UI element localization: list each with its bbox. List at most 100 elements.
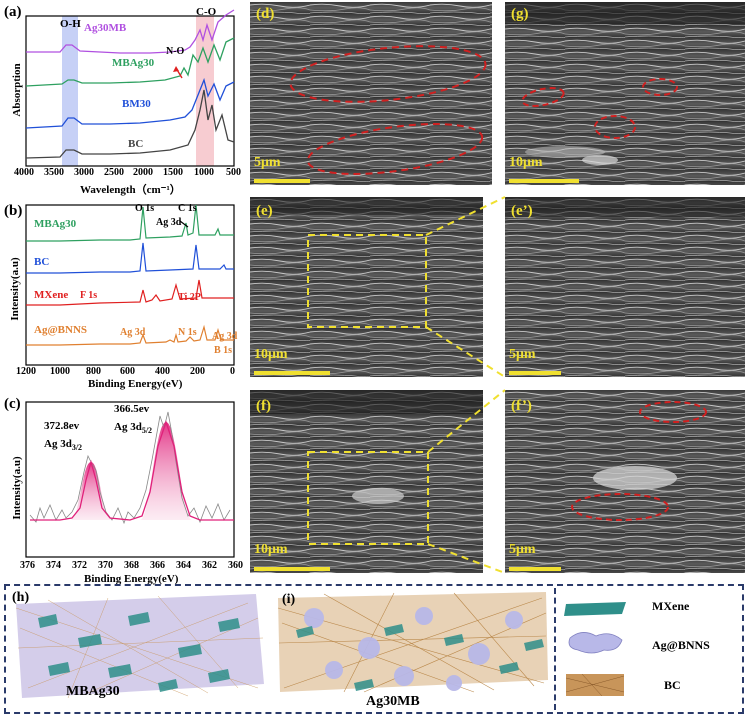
peak1-energy: 372.8ev bbox=[44, 420, 80, 432]
sem-f-prime-label: (f’) bbox=[511, 398, 532, 414]
sem-e-prime-scale-bar bbox=[509, 371, 561, 375]
tick-label: 362 bbox=[202, 560, 217, 571]
schematic-i-caption: Ag30MB bbox=[366, 694, 420, 709]
sem-panel-f-prime: (f’) 5μm bbox=[505, 390, 745, 573]
tick-label: 0 bbox=[230, 366, 235, 377]
xps-mxene-line bbox=[26, 279, 234, 306]
legend-label-bc: BC bbox=[664, 678, 681, 692]
oh-label: O-H bbox=[60, 18, 81, 30]
schematic-box bbox=[4, 584, 744, 714]
ftir-bm30-line bbox=[25, 77, 235, 129]
tick-label: 2000 bbox=[133, 167, 153, 178]
panel-b-xps-chart bbox=[25, 204, 235, 366]
sem-f-prime-scale-bar bbox=[509, 567, 561, 571]
panel-a-label: (a) bbox=[4, 4, 22, 20]
sem-g-scale-bar bbox=[509, 179, 579, 183]
sem-f-prime-highlight-2 bbox=[571, 493, 669, 521]
tick-label: 1000 bbox=[50, 366, 70, 377]
connector-e-top bbox=[425, 196, 506, 236]
xps-legend-agbnns: Ag@BNNS bbox=[34, 324, 88, 336]
schematic-divider bbox=[554, 588, 556, 710]
sem-f-zoom-box bbox=[307, 451, 429, 545]
tick-label: 500 bbox=[226, 167, 241, 178]
schematic-i-image bbox=[274, 588, 550, 710]
xps-peak-b1s: B 1s bbox=[214, 345, 233, 356]
tick-label: 374 bbox=[46, 560, 61, 571]
sem-f-scale-bar bbox=[254, 567, 330, 571]
panel-b-tick-labels: 1200 1000 800 600 400 200 0 bbox=[16, 366, 242, 380]
sem-e-scale-text: 10μm bbox=[254, 347, 288, 362]
peak2-name: Ag 3d5/2 bbox=[114, 421, 152, 435]
ftir-bc-line bbox=[25, 89, 235, 159]
peak2-energy: 366.5ev bbox=[114, 403, 150, 415]
tick-label: 800 bbox=[86, 366, 101, 377]
ftir-mbag30-line bbox=[25, 37, 235, 87]
sem-e-label: (e) bbox=[256, 203, 273, 219]
tick-label: 1500 bbox=[163, 167, 183, 178]
xps-peak-ti2p: Ti 2P bbox=[178, 292, 201, 303]
sem-e-prime-image bbox=[505, 197, 745, 377]
xps-peak-c1s: C 1s bbox=[178, 203, 197, 214]
sem-f-prime-highlight-1 bbox=[639, 401, 707, 423]
panel-c-xlabel: Binding Energy(eV) bbox=[84, 573, 179, 585]
panel-b-frame bbox=[25, 204, 235, 366]
peak1-name: Ag 3d3/2 bbox=[44, 438, 82, 452]
xps-peak-ag3d-2: Ag 3d bbox=[120, 327, 146, 338]
sem-g-highlight-3 bbox=[594, 115, 636, 139]
sem-panel-g: (g) 10μm bbox=[505, 2, 745, 185]
sem-d-scale-text: 5μm bbox=[254, 155, 281, 170]
sem-g-image bbox=[505, 2, 745, 185]
ag3d-fit-line bbox=[30, 419, 234, 521]
tick-label: 1200 bbox=[16, 366, 36, 377]
sem-f-image bbox=[250, 390, 483, 573]
panel-a-frame bbox=[25, 15, 235, 167]
sem-f-label: (f) bbox=[256, 398, 271, 414]
connector-f-bottom bbox=[427, 543, 506, 574]
sem-panel-d: (d) 5μm bbox=[250, 2, 492, 185]
tick-label: 200 bbox=[190, 366, 205, 377]
oh-band bbox=[62, 16, 78, 166]
legend-label-agbnns: Ag@BNNS bbox=[652, 638, 710, 652]
xps-bc-line bbox=[26, 242, 234, 274]
panel-a-ftir-chart bbox=[25, 9, 235, 167]
ftir-legend-bc: BC bbox=[128, 138, 144, 150]
xps-peak-n1s: N 1s bbox=[178, 327, 197, 338]
sem-d-highlight-1 bbox=[289, 45, 487, 103]
tick-label: 372 bbox=[72, 560, 87, 571]
tick-label: 368 bbox=[124, 560, 139, 571]
sem-panel-e-prime: (e’) 5μm bbox=[505, 197, 745, 377]
panel-c-tick-labels: 376 374 372 370 368 366 364 362 360 bbox=[20, 560, 243, 574]
sem-d-label: (d) bbox=[256, 6, 275, 22]
tick-label: 1000 bbox=[194, 167, 214, 178]
sem-g-scale-text: 10μm bbox=[509, 155, 543, 170]
sem-f-prime-image bbox=[505, 390, 745, 573]
peak2-sub: 5/2 bbox=[141, 426, 153, 436]
tick-label: 370 bbox=[98, 560, 113, 571]
xps-peak-f1s: F 1s bbox=[80, 290, 98, 301]
xps-peak-ag3d: Ag 3d bbox=[156, 217, 182, 228]
panel-b-xlabel: Binding Energy(eV) bbox=[88, 378, 183, 390]
sem-g-label: (g) bbox=[511, 6, 529, 22]
sem-g-highlight-1 bbox=[521, 87, 565, 107]
schematic-h-caption: MBAg30 bbox=[66, 684, 120, 699]
sem-d-highlight-2 bbox=[306, 123, 484, 175]
schematic-legend-swatches bbox=[564, 602, 626, 697]
sem-panel-e: (e) 10μm bbox=[250, 197, 483, 377]
legend-swatch-agbnns bbox=[568, 632, 623, 654]
schematic-h-label: (h) bbox=[12, 590, 30, 605]
sem-e-scale-bar bbox=[254, 371, 330, 375]
tick-label: 3000 bbox=[74, 167, 94, 178]
peak1-sub: 3/2 bbox=[71, 443, 83, 453]
tick-label: 364 bbox=[176, 560, 191, 571]
ftir-legend-ag30mb: Ag30MB bbox=[84, 22, 127, 34]
tick-label: 4000 bbox=[14, 167, 34, 178]
tick-label: 3500 bbox=[44, 167, 64, 178]
tick-label: 360 bbox=[228, 560, 243, 571]
tick-label: 376 bbox=[20, 560, 35, 571]
tick-label: 366 bbox=[150, 560, 165, 571]
co-label: C-O bbox=[196, 6, 217, 18]
sem-d-image bbox=[250, 2, 492, 185]
sem-f-prime-scale-text: 5μm bbox=[509, 542, 536, 557]
